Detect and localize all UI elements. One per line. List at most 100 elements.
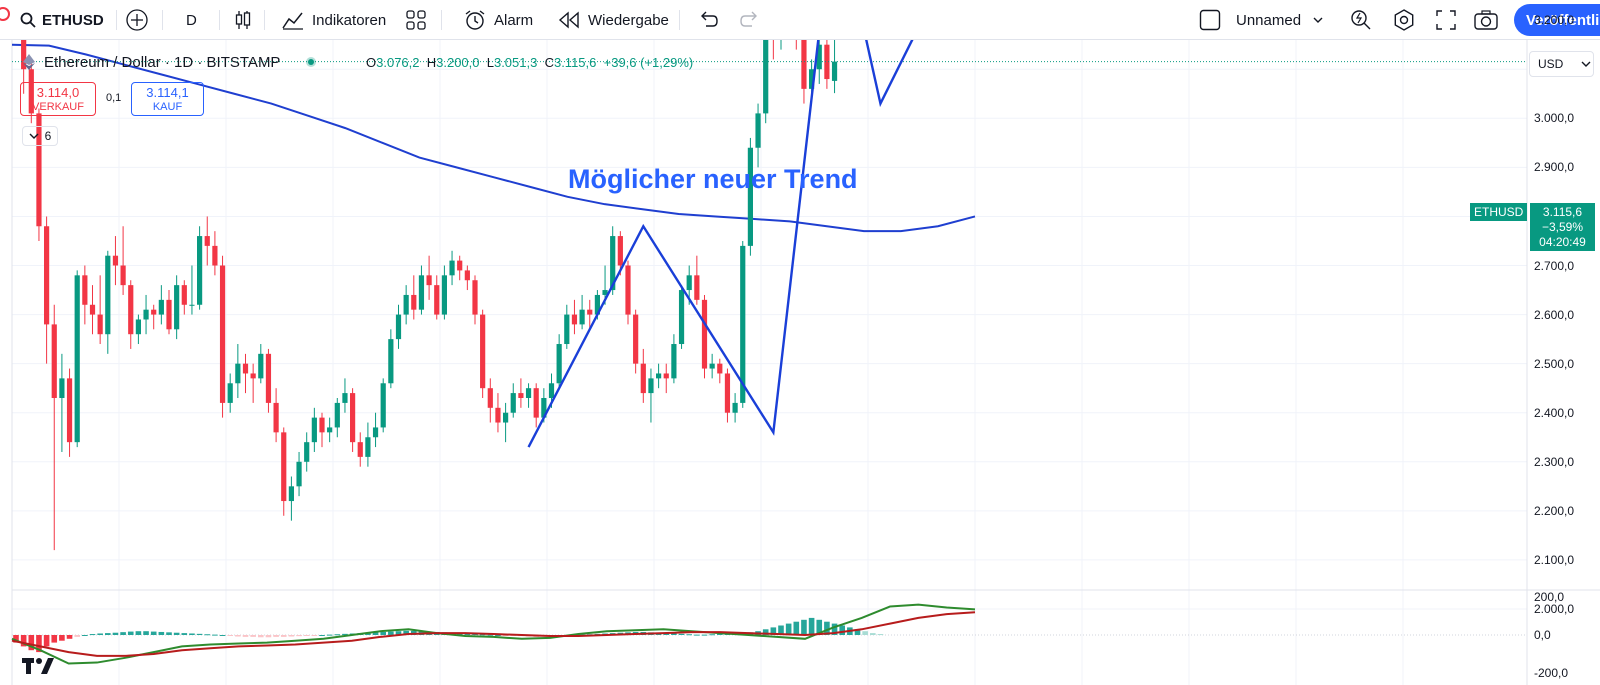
quick-search-button[interactable] bbox=[1350, 0, 1372, 40]
currency-select[interactable]: USD bbox=[1529, 51, 1594, 77]
candle-body bbox=[395, 314, 402, 340]
high-key: H bbox=[426, 55, 437, 70]
trend-line-drawing bbox=[527, 40, 914, 448]
redo-button[interactable] bbox=[740, 0, 760, 40]
replay-button[interactable]: Wiedergabe bbox=[558, 0, 669, 40]
price-axis-label: 2.000,0 bbox=[1534, 602, 1575, 616]
candle-body bbox=[518, 393, 524, 398]
chevron-down-icon bbox=[29, 133, 39, 139]
chevron-down-icon bbox=[1313, 17, 1323, 23]
macd-histogram-bar bbox=[51, 635, 58, 643]
candle-body bbox=[763, 40, 769, 114]
layout-menu[interactable]: Unnamed bbox=[1236, 0, 1323, 40]
fullscreen-button[interactable] bbox=[1436, 0, 1456, 40]
candle-body bbox=[365, 437, 371, 457]
macd-histogram-bar bbox=[105, 633, 111, 635]
sell-button[interactable]: 3.114,0 VERKAUF bbox=[20, 82, 96, 116]
candle-body bbox=[151, 309, 157, 315]
divider bbox=[116, 10, 117, 30]
candle-body bbox=[174, 285, 180, 330]
candle-body bbox=[755, 113, 761, 148]
macd-histogram-bar bbox=[717, 633, 723, 635]
candle-body bbox=[28, 69, 34, 114]
macd-histogram-bar bbox=[120, 632, 126, 635]
macd-axis-label: -200,0 bbox=[1534, 666, 1569, 680]
candle-body bbox=[747, 147, 753, 246]
buy-button[interactable]: 3.114,1 KAUF bbox=[131, 82, 204, 116]
chart-type-button[interactable] bbox=[234, 0, 252, 40]
compare-button[interactable] bbox=[126, 0, 148, 40]
open-key: O bbox=[366, 55, 377, 70]
interval-button[interactable]: D bbox=[186, 0, 197, 40]
candle-body bbox=[678, 290, 685, 345]
macd-histogram-bar bbox=[326, 634, 333, 636]
candle-body bbox=[686, 275, 692, 291]
price-axis-label: 2.100,0 bbox=[1534, 552, 1575, 567]
replay-label: Wiedergabe bbox=[588, 11, 669, 29]
candle-body bbox=[143, 309, 149, 320]
candle-body bbox=[44, 226, 50, 325]
macd-histogram-bar bbox=[235, 635, 241, 637]
redo-icon bbox=[740, 11, 757, 27]
rewind-icon bbox=[558, 11, 579, 29]
candle-body bbox=[112, 255, 119, 266]
candle-body bbox=[594, 294, 600, 315]
macd-histogram-bar bbox=[877, 634, 884, 636]
candle-body bbox=[36, 113, 42, 227]
candle-body bbox=[610, 236, 616, 291]
candle-body bbox=[59, 378, 65, 398]
templates-button[interactable] bbox=[406, 0, 426, 40]
macd-histogram-bar bbox=[678, 633, 685, 635]
macd-histogram-bar bbox=[311, 635, 318, 636]
candle-body bbox=[158, 299, 164, 315]
price-axis-label: 2.300,0 bbox=[1534, 454, 1575, 469]
candle-body bbox=[66, 378, 73, 443]
tradingview-logo[interactable] bbox=[22, 656, 56, 682]
lightning-search-icon bbox=[1351, 10, 1371, 30]
price-axis-label: 2.900,0 bbox=[1534, 160, 1575, 175]
ohlc-values: O3.076,2 H3.200,0 L3.051,3 C3.115,6 +39,… bbox=[366, 55, 693, 70]
symbol-search[interactable]: ETHUSD bbox=[20, 0, 104, 40]
camera-icon bbox=[1474, 10, 1498, 30]
candle-body bbox=[717, 363, 723, 374]
candle-body bbox=[296, 461, 302, 487]
divider bbox=[264, 10, 265, 30]
macd-histogram-bar bbox=[189, 633, 195, 635]
moving-average-line bbox=[11, 43, 976, 233]
layout-checkbox[interactable] bbox=[1199, 0, 1221, 40]
macd-histogram-bar bbox=[839, 625, 845, 635]
candle-body bbox=[189, 304, 195, 306]
divider bbox=[679, 10, 680, 30]
macd-histogram-bar bbox=[143, 631, 149, 635]
macd-histogram-bar bbox=[380, 631, 386, 635]
change-value: +39,6 (+1,29%) bbox=[603, 55, 694, 70]
settings-button[interactable] bbox=[1393, 0, 1415, 40]
macd-axis-label: 200,0 bbox=[1534, 590, 1565, 604]
indicators-collapse-button[interactable]: 6 bbox=[22, 126, 58, 146]
tradingview-logo-icon bbox=[22, 658, 54, 674]
candle-body bbox=[602, 290, 608, 295]
candle-body bbox=[258, 353, 264, 379]
macd-histogram-bar bbox=[319, 635, 325, 636]
sell-price: 3.114,0 bbox=[36, 85, 80, 100]
candle-body bbox=[319, 417, 325, 433]
current-price-symbol-label: ETHUSD bbox=[1470, 203, 1528, 221]
candle-body bbox=[372, 427, 379, 438]
candle-body bbox=[166, 299, 172, 330]
candle-body bbox=[89, 304, 96, 315]
indicators-button[interactable]: Indikatoren bbox=[282, 0, 386, 40]
price-chart[interactable] bbox=[0, 40, 1600, 685]
candle-body bbox=[464, 270, 470, 281]
candle-body bbox=[495, 407, 501, 423]
undo-button[interactable] bbox=[698, 0, 718, 40]
ethereum-icon bbox=[23, 54, 35, 70]
publish-button[interactable]: Veröffentlichen bbox=[1514, 4, 1600, 36]
candle-body bbox=[724, 373, 731, 413]
candle-body bbox=[617, 236, 623, 266]
snapshot-button[interactable] bbox=[1474, 0, 1498, 40]
macd-histogram-bar bbox=[173, 632, 180, 635]
trend-annotation[interactable]: Möglicher neuer Trend bbox=[568, 164, 858, 194]
top-toolbar: ETHUSD D Indikatoren Alarm Wiedergabe Un… bbox=[0, 0, 1600, 40]
macd-histogram-bar bbox=[135, 631, 142, 635]
alert-button[interactable]: Alarm bbox=[464, 0, 533, 40]
